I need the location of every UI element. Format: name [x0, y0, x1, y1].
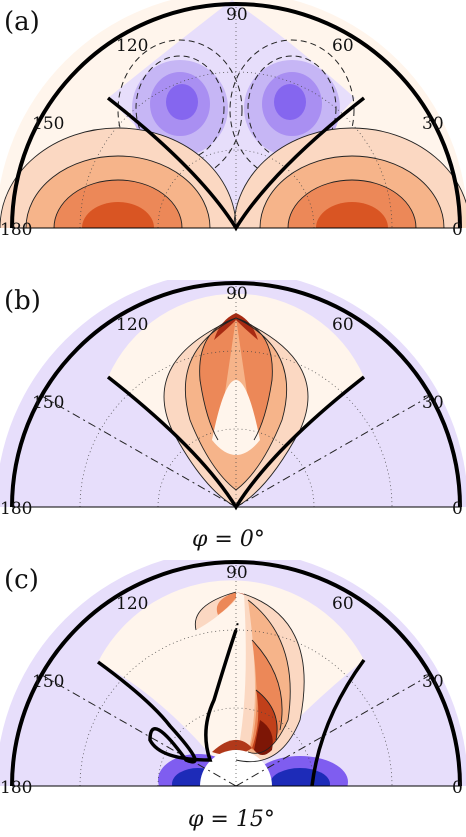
panel-c: (c) 90 120 60 150 30 180 0 φ = 15° [0, 560, 466, 832]
tick-60-a: 60 [332, 36, 354, 56]
tick-150-c: 150 [32, 672, 64, 692]
positive-lobe-a-left [0, 128, 236, 228]
tick-90-b: 90 [226, 284, 248, 304]
tick-0-a: 0 [452, 220, 463, 240]
tick-0-b: 0 [452, 499, 463, 519]
caption-c: φ = 15° [188, 807, 275, 832]
tick-30-c: 30 [422, 672, 444, 692]
tick-0-c: 0 [452, 778, 463, 798]
tick-180-c: 180 [0, 778, 32, 798]
panel-label-a: (a) [4, 7, 40, 37]
tick-150-a: 150 [32, 114, 64, 134]
tick-60-b: 60 [332, 315, 354, 335]
panel-b: (b) 90 120 60 150 30 180 0 φ = 0° [0, 280, 466, 552]
tick-90-c: 90 [226, 563, 248, 583]
inner-disk-c [200, 750, 272, 786]
caption-b: φ = 0° [192, 527, 265, 552]
tick-90-a: 90 [226, 5, 248, 25]
tick-120-b: 120 [116, 315, 148, 335]
tick-30-a: 30 [422, 114, 444, 134]
tick-60-c: 60 [332, 594, 354, 614]
tick-120-c: 120 [116, 594, 148, 614]
panel-label-c: (c) [4, 565, 39, 595]
tick-30-b: 30 [422, 393, 444, 413]
separatrix-c-right [310, 658, 366, 787]
tick-180-b: 180 [0, 499, 32, 519]
tick-120-a: 120 [116, 36, 148, 56]
boundary-c [10, 560, 462, 787]
separatrix-c-left [96, 629, 238, 764]
positive-lobe-a-right [234, 128, 466, 228]
tick-180-a: 180 [0, 220, 32, 240]
boundary-b [10, 281, 462, 508]
tick-150-b: 150 [32, 393, 64, 413]
panel-label-b: (b) [4, 286, 41, 316]
panel-a: (a) 90 120 60 150 30 180 0 [0, 0, 466, 240]
boundary-a [10, 2, 462, 229]
